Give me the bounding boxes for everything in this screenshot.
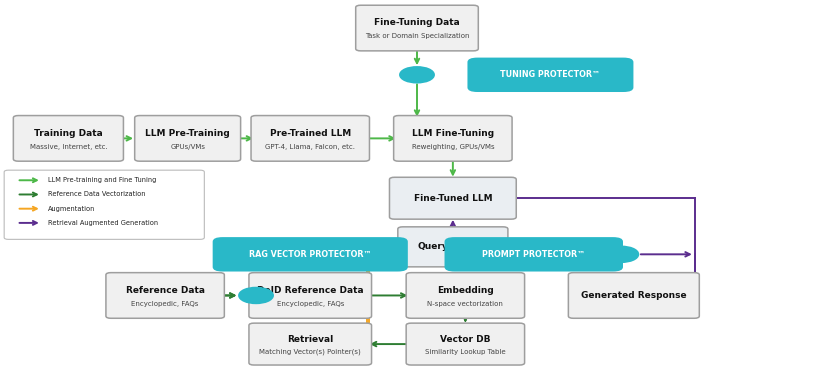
Text: GPT-4, Llama, Falcon, etc.: GPT-4, Llama, Falcon, etc. [265, 144, 355, 150]
FancyBboxPatch shape [4, 170, 204, 239]
FancyBboxPatch shape [355, 5, 479, 51]
Text: A: A [618, 250, 625, 259]
Text: Pre-Trained LLM: Pre-Trained LLM [269, 129, 351, 138]
Text: GPUs/VMs: GPUs/VMs [170, 144, 205, 150]
FancyBboxPatch shape [568, 273, 699, 318]
Text: PROMPT PROTECTOR™: PROMPT PROTECTOR™ [482, 250, 585, 259]
Circle shape [400, 67, 434, 82]
FancyBboxPatch shape [213, 237, 408, 272]
Circle shape [239, 288, 273, 303]
Text: Reference Data: Reference Data [126, 286, 204, 295]
Text: TUNING PROTECTOR™: TUNING PROTECTOR™ [500, 70, 600, 79]
FancyBboxPatch shape [394, 116, 512, 161]
Text: Embedding: Embedding [437, 286, 494, 295]
Text: RAG VECTOR PROTECTOR™: RAG VECTOR PROTECTOR™ [249, 250, 371, 259]
Text: Reweighting, GPUs/VMs: Reweighting, GPUs/VMs [411, 144, 495, 150]
Text: Training Data: Training Data [34, 129, 103, 138]
Text: Task or Domain Specialization: Task or Domain Specialization [364, 33, 470, 39]
Text: Fine-Tuning Data: Fine-Tuning Data [374, 18, 460, 27]
Text: Fine-Tuned LLM: Fine-Tuned LLM [414, 194, 492, 203]
FancyBboxPatch shape [467, 58, 634, 92]
FancyBboxPatch shape [249, 273, 372, 318]
Text: Encyclopedic, FAQs: Encyclopedic, FAQs [132, 301, 198, 307]
Text: Query/Prompt: Query/Prompt [417, 242, 489, 251]
Text: N-space vectorization: N-space vectorization [428, 301, 503, 307]
Text: Encyclopedic, FAQs: Encyclopedic, FAQs [277, 301, 344, 307]
Text: Matching Vector(s) Pointer(s): Matching Vector(s) Pointer(s) [259, 348, 361, 355]
Text: Retrieval: Retrieval [287, 335, 334, 344]
FancyBboxPatch shape [251, 116, 369, 161]
Text: Generated Response: Generated Response [581, 291, 686, 300]
FancyBboxPatch shape [106, 273, 224, 318]
Text: Vector DB: Vector DB [440, 335, 490, 344]
FancyBboxPatch shape [249, 323, 372, 365]
FancyBboxPatch shape [406, 273, 525, 318]
Text: Reference Data Vectorization: Reference Data Vectorization [48, 191, 146, 197]
Text: Augmentation: Augmentation [48, 206, 96, 212]
Circle shape [447, 247, 480, 262]
Text: Massive, Internet, etc.: Massive, Internet, etc. [29, 144, 108, 150]
Circle shape [605, 247, 638, 262]
FancyBboxPatch shape [135, 116, 240, 161]
FancyBboxPatch shape [406, 323, 525, 365]
Text: A: A [460, 250, 467, 259]
FancyBboxPatch shape [445, 237, 623, 272]
FancyBboxPatch shape [389, 177, 516, 219]
Text: LLM Fine-Tuning: LLM Fine-Tuning [412, 129, 494, 138]
FancyBboxPatch shape [13, 116, 123, 161]
Text: LLM Pre-Training: LLM Pre-Training [145, 129, 230, 138]
Text: Similarity Lookup Table: Similarity Lookup Table [425, 349, 505, 355]
Text: A: A [414, 70, 420, 79]
Text: A: A [253, 291, 259, 300]
Text: LLM Pre-training and Fine Tuning: LLM Pre-training and Fine Tuning [48, 177, 157, 183]
Text: Retrieval Augmented Generation: Retrieval Augmented Generation [48, 220, 158, 226]
Text: DeID Reference Data: DeID Reference Data [257, 286, 364, 295]
FancyBboxPatch shape [398, 227, 508, 267]
